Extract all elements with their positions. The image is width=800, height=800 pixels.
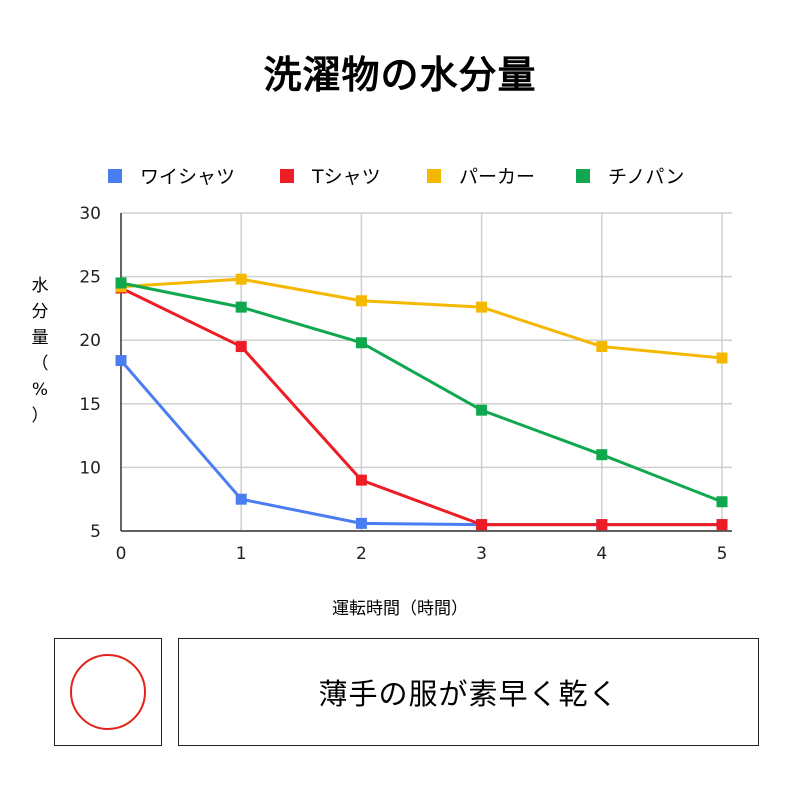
y-tick-label: 5: [90, 522, 101, 542]
x-tick-label: 1: [236, 544, 247, 564]
legend-swatch-0: [108, 168, 122, 183]
chart-legend: ワイシャツ Tシャツ パーカー チノパン: [0, 162, 800, 190]
legend-swatch-2: [427, 168, 441, 183]
data-point-series-1: [596, 519, 608, 531]
series-line-2: [120, 277, 723, 360]
legend-swatch-1: [280, 168, 294, 183]
data-point-series-1: [355, 474, 367, 486]
y-axis-label-char: 分: [31, 302, 49, 322]
x-tick-label: 5: [717, 544, 728, 564]
x-axis-label: 運転時間（時間）: [332, 599, 468, 619]
x-tick-label: 3: [476, 544, 487, 564]
y-axis-label-char: ）: [31, 406, 49, 426]
legend-label-1: Tシャツ: [312, 166, 381, 188]
conclusion-text: 薄手の服が素早く乾く: [318, 677, 619, 711]
circle-mark-icon: [70, 654, 146, 730]
legend-item-series-1: Tシャツ: [280, 162, 381, 189]
y-tick-label: 25: [79, 268, 101, 288]
series-line-3: [120, 281, 723, 504]
chart-title: 洗濯物の水分量: [263, 53, 537, 97]
data-point-series-2: [355, 295, 367, 307]
legend-swatch-3: [576, 168, 590, 183]
x-tick-label: 0: [116, 544, 127, 564]
y-tick-label: 15: [79, 395, 101, 415]
data-point-series-3: [115, 277, 127, 289]
data-point-series-2: [596, 341, 608, 353]
series-line-0: [119, 359, 722, 527]
data-point-series-1: [716, 519, 728, 531]
y-tick-label: 30: [79, 204, 101, 224]
y-axis-label-char: （: [31, 354, 49, 374]
y-axis-label-char: %: [31, 380, 49, 400]
conclusion-box: 薄手の服が素早く乾く: [178, 638, 759, 746]
evaluation-mark-box: [54, 638, 162, 746]
data-point-series-3: [476, 404, 488, 416]
x-tick-label: 2: [356, 544, 367, 564]
data-point-series-1: [476, 519, 488, 531]
data-point-series-1: [235, 341, 247, 353]
y-axis-label-char: 量: [31, 328, 49, 348]
data-point-series-0: [115, 355, 127, 367]
y-axis-label: 水 分 量 （ % ）: [28, 273, 52, 429]
data-point-series-0: [235, 493, 247, 505]
data-point-series-3: [355, 337, 367, 349]
data-point-series-3: [716, 496, 728, 508]
data-point-series-2: [235, 273, 247, 285]
y-tick-label: 20: [79, 331, 101, 351]
x-tick-label: 4: [596, 544, 607, 564]
series-line-1: [120, 286, 722, 527]
y-tick-label: 10: [79, 458, 101, 478]
legend-item-series-0: ワイシャツ: [108, 162, 235, 189]
legend-item-series-3: チノパン: [576, 162, 684, 189]
data-point-series-2: [716, 352, 728, 364]
data-point-series-3: [596, 449, 608, 461]
legend-label-2: パーカー: [459, 166, 536, 188]
data-point-series-0: [355, 517, 367, 529]
data-point-series-2: [476, 301, 488, 313]
data-point-series-3: [235, 301, 247, 313]
y-axis-label-char: 水: [31, 276, 49, 296]
legend-label-3: チノパン: [608, 166, 685, 188]
legend-item-series-2: パーカー: [427, 162, 535, 189]
legend-label-0: ワイシャツ: [140, 166, 236, 188]
